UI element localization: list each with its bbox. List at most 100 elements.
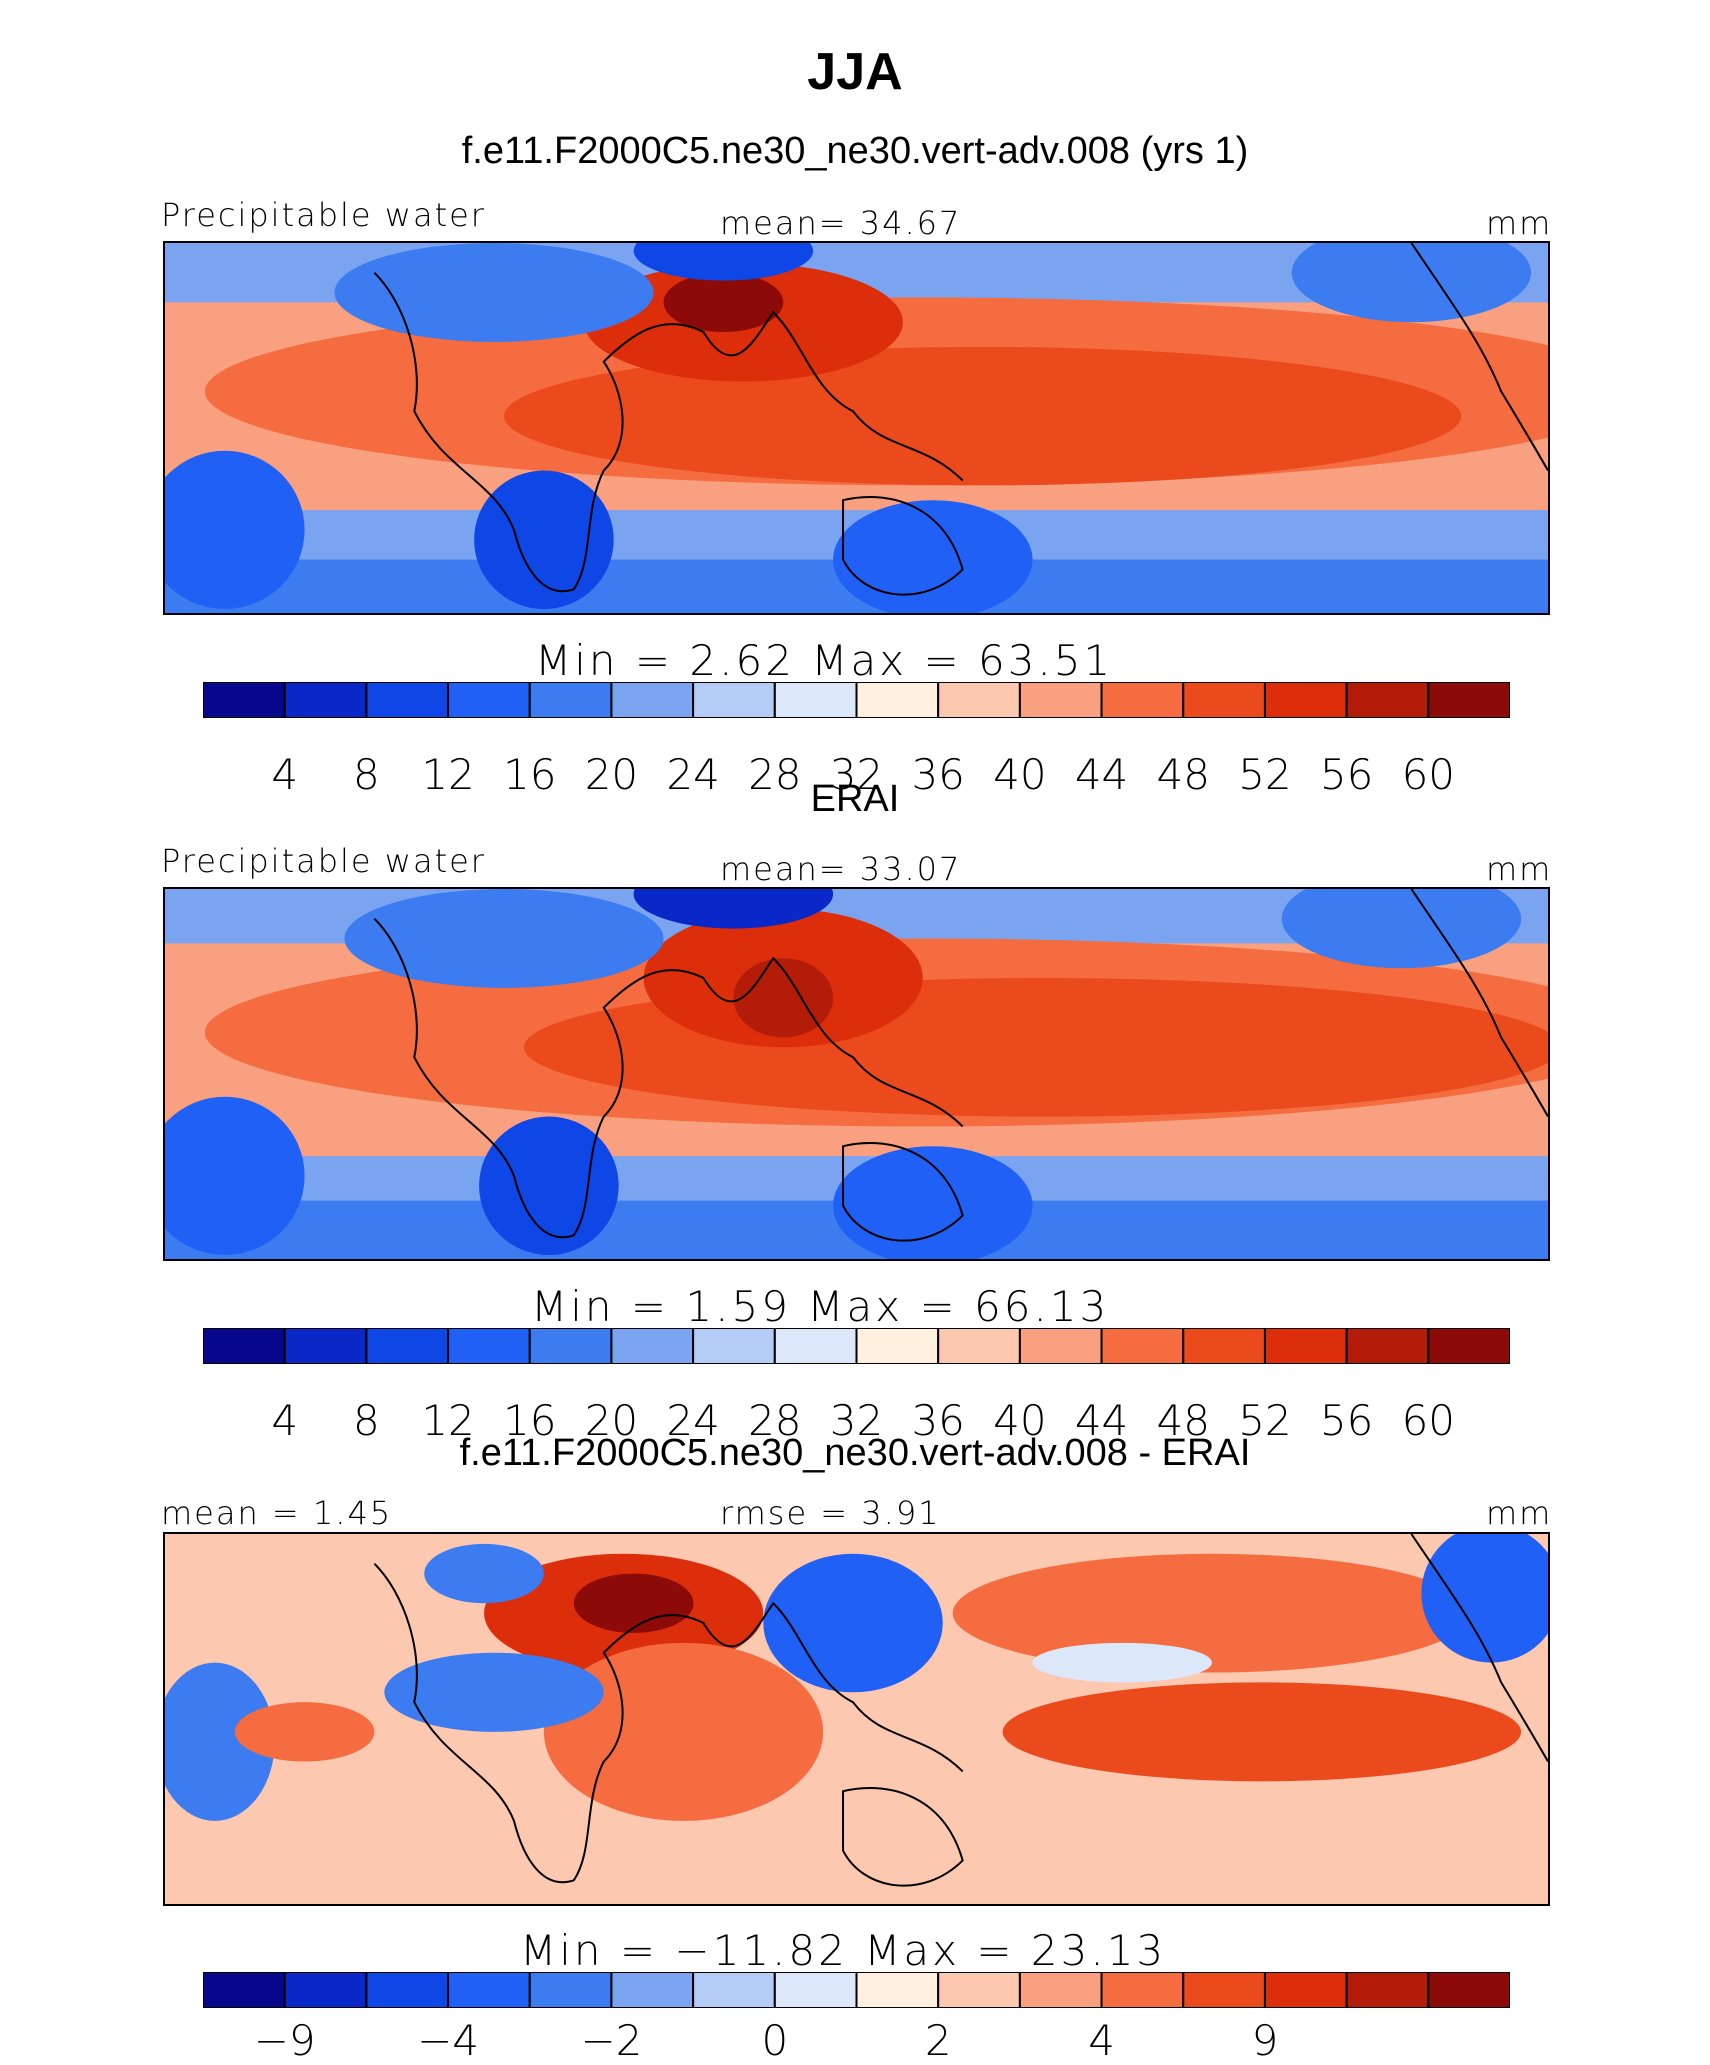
panel-3-tick-label: 0 [761, 2016, 789, 2065]
panel-1-map [163, 241, 1550, 615]
panel-1-tick-label: 24 [666, 750, 720, 799]
colorbar-bin-2 [283, 1328, 368, 1364]
colorbar-bin-5 [528, 1972, 613, 2008]
panel-1-tick-label: 36 [911, 750, 965, 799]
colorbar-bin-8 [773, 682, 858, 718]
panel-1-variable-label: Precipitable water [161, 196, 486, 234]
panel-3-map-field [165, 1534, 1548, 1904]
colorbar-bin-3 [365, 1972, 450, 2008]
colorbar-bin-1 [203, 682, 286, 718]
south-america-dry [165, 450, 305, 610]
colorbar-bin-1 [203, 1328, 286, 1364]
colorbar-bin-7 [692, 1328, 776, 1364]
panel-3-tick-label: 2 [924, 2016, 952, 2065]
colorbar-bin-4 [447, 682, 531, 718]
pacific-dry [1032, 1642, 1212, 1683]
panel-1-tick-label: 48 [1156, 750, 1210, 799]
colorbar-bin-6 [610, 1328, 695, 1364]
colorbar-bin-15 [1345, 1972, 1430, 2008]
colorbar-bin-8 [773, 1972, 858, 2008]
panel-1-mean-label: mean= 34.67 [720, 204, 962, 242]
panel-1-heading: f.e11.F2000C5.ne30_ne30.vert-adv.008 (yr… [461, 130, 1249, 172]
colorbar-bin-16 [1427, 1972, 1510, 2008]
pacific-north-dry [1281, 889, 1522, 969]
coastlines [373, 1534, 1548, 1887]
panel-3-map [163, 1532, 1550, 1906]
panel-2-tick-label: 44 [1074, 1396, 1129, 1445]
colorbar-bin-12 [1100, 1972, 1185, 2008]
monsoon-peak [663, 272, 784, 333]
colorbar-bin-3 [365, 682, 450, 718]
panel-2-variable-label: Precipitable water [161, 842, 486, 880]
colorbar-bin-14 [1263, 1972, 1348, 2008]
colorbar-bin-16 [1427, 682, 1510, 718]
colorbar-bin-13 [1182, 682, 1266, 718]
colorbar-bin-12 [1100, 682, 1185, 718]
arabia-peak [573, 1573, 694, 1633]
north-pacific-wet [952, 1553, 1472, 1673]
colorbar-bin-11 [1018, 1972, 1103, 2008]
south-america-dry [165, 1662, 275, 1821]
panel-3-units-label: mm [1486, 1494, 1553, 1532]
colorbar-bin-11 [1018, 682, 1103, 718]
tibet-dry [633, 243, 814, 281]
colorbar-bin-14 [1263, 682, 1348, 718]
panel-1-tick-label: 32 [829, 750, 884, 799]
colorbar-bin-4 [447, 1328, 531, 1364]
panel-1-tick-label: 44 [1074, 750, 1129, 799]
australia-dry [833, 1146, 1033, 1259]
atlantic-wet [234, 1702, 375, 1762]
pacific-north-dry [1291, 243, 1532, 323]
panel-2-tick-label: 4 [271, 1396, 299, 1445]
colorbar-bin-6 [610, 682, 695, 718]
panel-1-tick-label: 8 [353, 750, 380, 799]
colorbar-bin-16 [1427, 1328, 1510, 1364]
colorbar-bin-7 [692, 682, 776, 718]
colorbar-bin-10 [937, 1972, 1021, 2008]
panel-2-tick-label: 12 [421, 1396, 475, 1445]
panel-3-tick-label: −4 [417, 2016, 480, 2065]
panel-2-tick-label: 16 [503, 1396, 557, 1445]
coastlines [373, 889, 1548, 1242]
sahel-dry [384, 1652, 604, 1732]
sahara-dry [344, 889, 664, 988]
colorbar-bin-13 [1182, 1328, 1266, 1364]
monsoon-peak [733, 958, 834, 1038]
colorbar-bin-6 [610, 1972, 695, 2008]
panel-2-tick-label: 32 [829, 1396, 884, 1445]
panel-3-tick-label: 4 [1088, 2016, 1115, 2065]
colorbar-bin-15 [1345, 682, 1430, 718]
colorbar-bin-10 [937, 682, 1021, 718]
panel-2-tick-label: 24 [666, 1396, 720, 1445]
tibet-dry [633, 889, 834, 929]
south-pacific-wet [1002, 1682, 1522, 1782]
panel-1-colorbar-boxes [203, 682, 1510, 718]
colorbar-bin-9 [855, 682, 940, 718]
panel-2-units-label: mm [1486, 850, 1553, 888]
panel-2-tick-label: 52 [1238, 1396, 1292, 1445]
colorbar-bin-11 [1018, 1328, 1103, 1364]
panel-3-minmax: Min = −11.82 Max = 23.13 [520, 1926, 1167, 1975]
panel-2-colorbar [203, 1328, 1510, 1364]
south-america-dry [165, 1096, 305, 1256]
panel-2-tick-label: 36 [911, 1396, 965, 1445]
panel-2-tick-label: 56 [1319, 1396, 1374, 1445]
panel-3-rmse-label: rmse = 3.91 [720, 1494, 941, 1532]
panel-1-units-label: mm [1486, 204, 1553, 242]
colorbar-bin-5 [528, 1328, 613, 1364]
panel-1-tick-label: 16 [503, 750, 557, 799]
colorbar-bin-8 [773, 1328, 858, 1364]
colorbar-bin-3 [365, 1328, 450, 1364]
colorbar-bin-7 [692, 1972, 776, 2008]
colorbar-bin-5 [528, 682, 613, 718]
central-america-dry [1421, 1534, 1548, 1663]
panel-2-tick-label: 8 [353, 1396, 380, 1445]
panel-2-tick-label: 28 [748, 1396, 802, 1445]
colorbar-bin-12 [1100, 1328, 1185, 1364]
colorbar-bin-9 [855, 1972, 940, 2008]
panel-2-tick-label: 20 [584, 1396, 639, 1445]
panel-2-mean-label: mean= 33.07 [720, 850, 962, 888]
coastlines [373, 243, 1548, 596]
panel-3-tick-label: −2 [580, 2016, 643, 2065]
panel-1-tick-label: 12 [421, 750, 475, 799]
